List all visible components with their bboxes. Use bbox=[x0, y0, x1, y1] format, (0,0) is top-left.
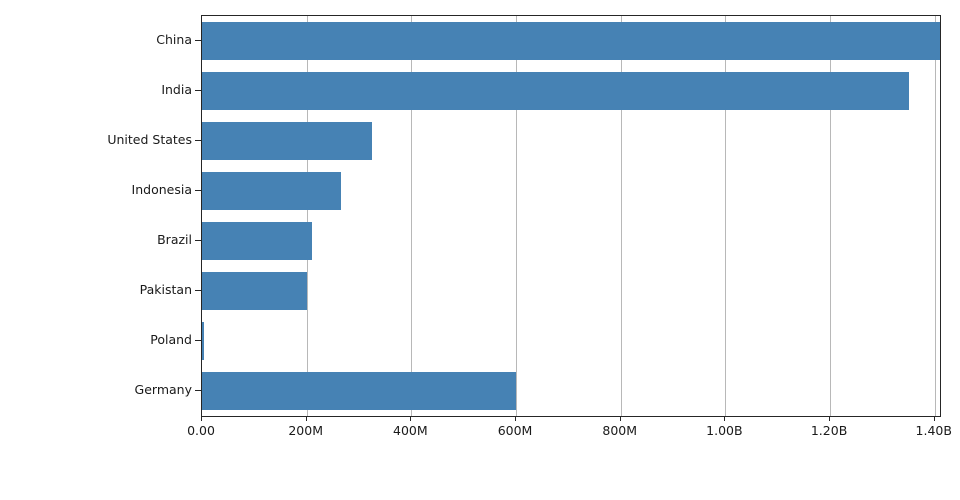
y-tick-mark bbox=[195, 390, 201, 391]
x-tick-label: 400M bbox=[393, 423, 428, 438]
x-tick-label: 600M bbox=[497, 423, 533, 438]
bar-indonesia bbox=[202, 172, 341, 210]
y-tick-label: Germany bbox=[134, 382, 192, 397]
y-tick-label: China bbox=[156, 32, 192, 47]
x-tick-mark bbox=[410, 416, 412, 421]
x-tick-mark bbox=[829, 416, 831, 421]
y-tick-mark bbox=[195, 90, 201, 91]
y-tick-mark bbox=[195, 190, 201, 191]
y-tick-label: Pakistan bbox=[139, 282, 192, 297]
bar-germany bbox=[202, 372, 517, 410]
gridline bbox=[516, 16, 518, 416]
x-tick-label: 800M bbox=[602, 423, 638, 438]
y-tick-mark bbox=[195, 40, 201, 41]
x-tick-mark bbox=[933, 416, 935, 421]
x-tick-mark bbox=[724, 416, 726, 421]
gridline bbox=[725, 16, 727, 416]
x-tick-label: 0.00 bbox=[187, 423, 215, 438]
y-tick-mark bbox=[195, 290, 201, 291]
gridline bbox=[411, 16, 413, 416]
gridline bbox=[934, 16, 936, 416]
bar-poland bbox=[202, 322, 205, 360]
x-tick-mark bbox=[305, 416, 307, 421]
y-tick-label: United States bbox=[107, 132, 192, 147]
gridline bbox=[830, 16, 832, 416]
x-tick-label: 1.20B bbox=[810, 423, 848, 438]
x-tick-label: 1.00B bbox=[706, 423, 743, 438]
y-tick-mark bbox=[195, 240, 201, 241]
bar-pakistan bbox=[202, 272, 307, 310]
bar-united-states bbox=[202, 122, 373, 160]
x-tick-mark bbox=[515, 416, 517, 421]
bar-india bbox=[202, 72, 909, 110]
y-tick-label: Indonesia bbox=[131, 182, 192, 197]
x-tick-label: 200M bbox=[288, 423, 323, 438]
y-tick-mark bbox=[195, 340, 201, 341]
y-tick-label: India bbox=[161, 82, 192, 97]
x-tick-mark bbox=[201, 416, 202, 421]
y-tick-mark bbox=[195, 140, 201, 141]
bar-china bbox=[202, 22, 940, 60]
x-tick-mark bbox=[619, 416, 621, 421]
y-tick-label: Brazil bbox=[157, 232, 192, 247]
plot-area bbox=[201, 15, 941, 417]
x-tick-label: 1.40B bbox=[915, 423, 952, 438]
y-tick-label: Poland bbox=[150, 332, 192, 347]
gridline bbox=[620, 16, 622, 416]
bar-brazil bbox=[202, 222, 312, 260]
gridline bbox=[306, 16, 308, 416]
